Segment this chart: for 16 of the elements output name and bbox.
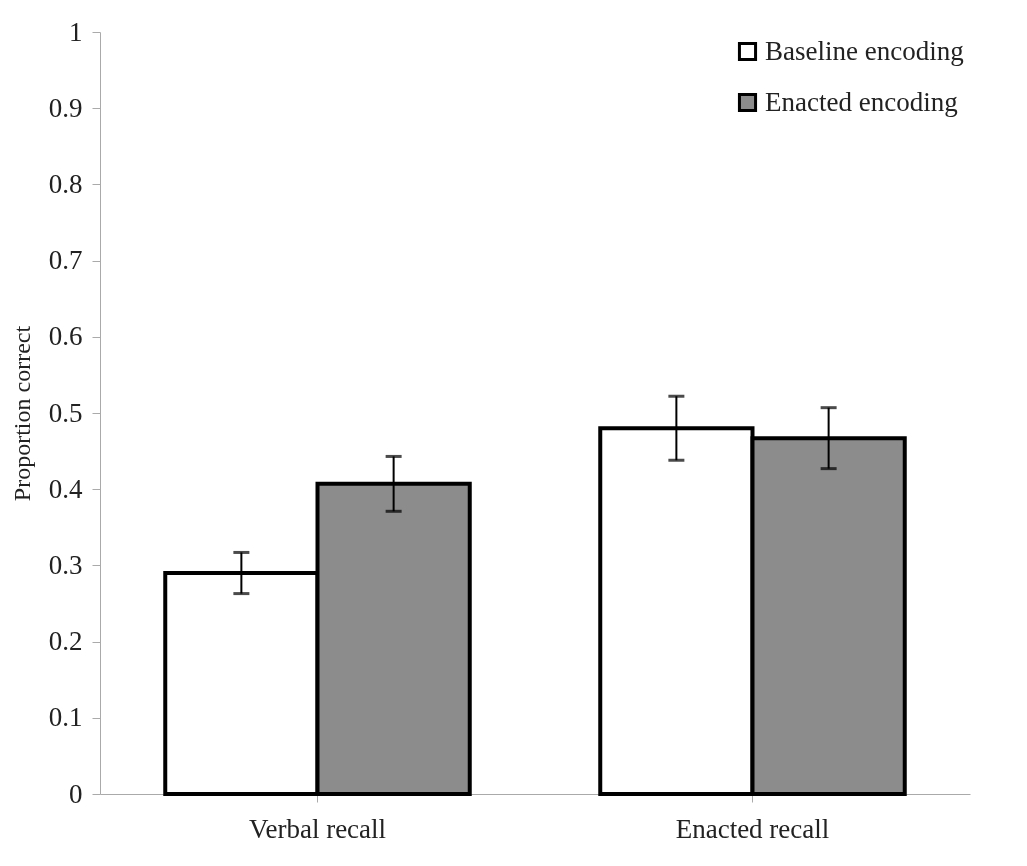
- y-tick-label: 0.3: [48, 549, 83, 580]
- y-tick-label: 0.6: [48, 321, 83, 352]
- y-tick-label: 0.4: [48, 473, 83, 504]
- legend-label: Baseline encoding: [765, 35, 964, 66]
- y-tick-label: 0.2: [48, 626, 83, 657]
- y-tick-label: 1: [69, 16, 83, 47]
- y-tick-label: 0: [69, 778, 83, 809]
- x-tick-label: Verbal recall: [248, 813, 387, 844]
- x-tick-label: Enacted recall: [675, 813, 830, 844]
- legend-label: Enacted encoding: [765, 86, 958, 117]
- y-tick-label: 0.1: [48, 702, 83, 733]
- y-tick-label: 0.7: [48, 245, 83, 276]
- y-tick-label: 0.8: [48, 168, 83, 199]
- y-tick-label: 0.5: [48, 397, 83, 428]
- y-tick-label: 0.9: [48, 92, 83, 123]
- y-axis-title: Proportion correct: [8, 325, 35, 502]
